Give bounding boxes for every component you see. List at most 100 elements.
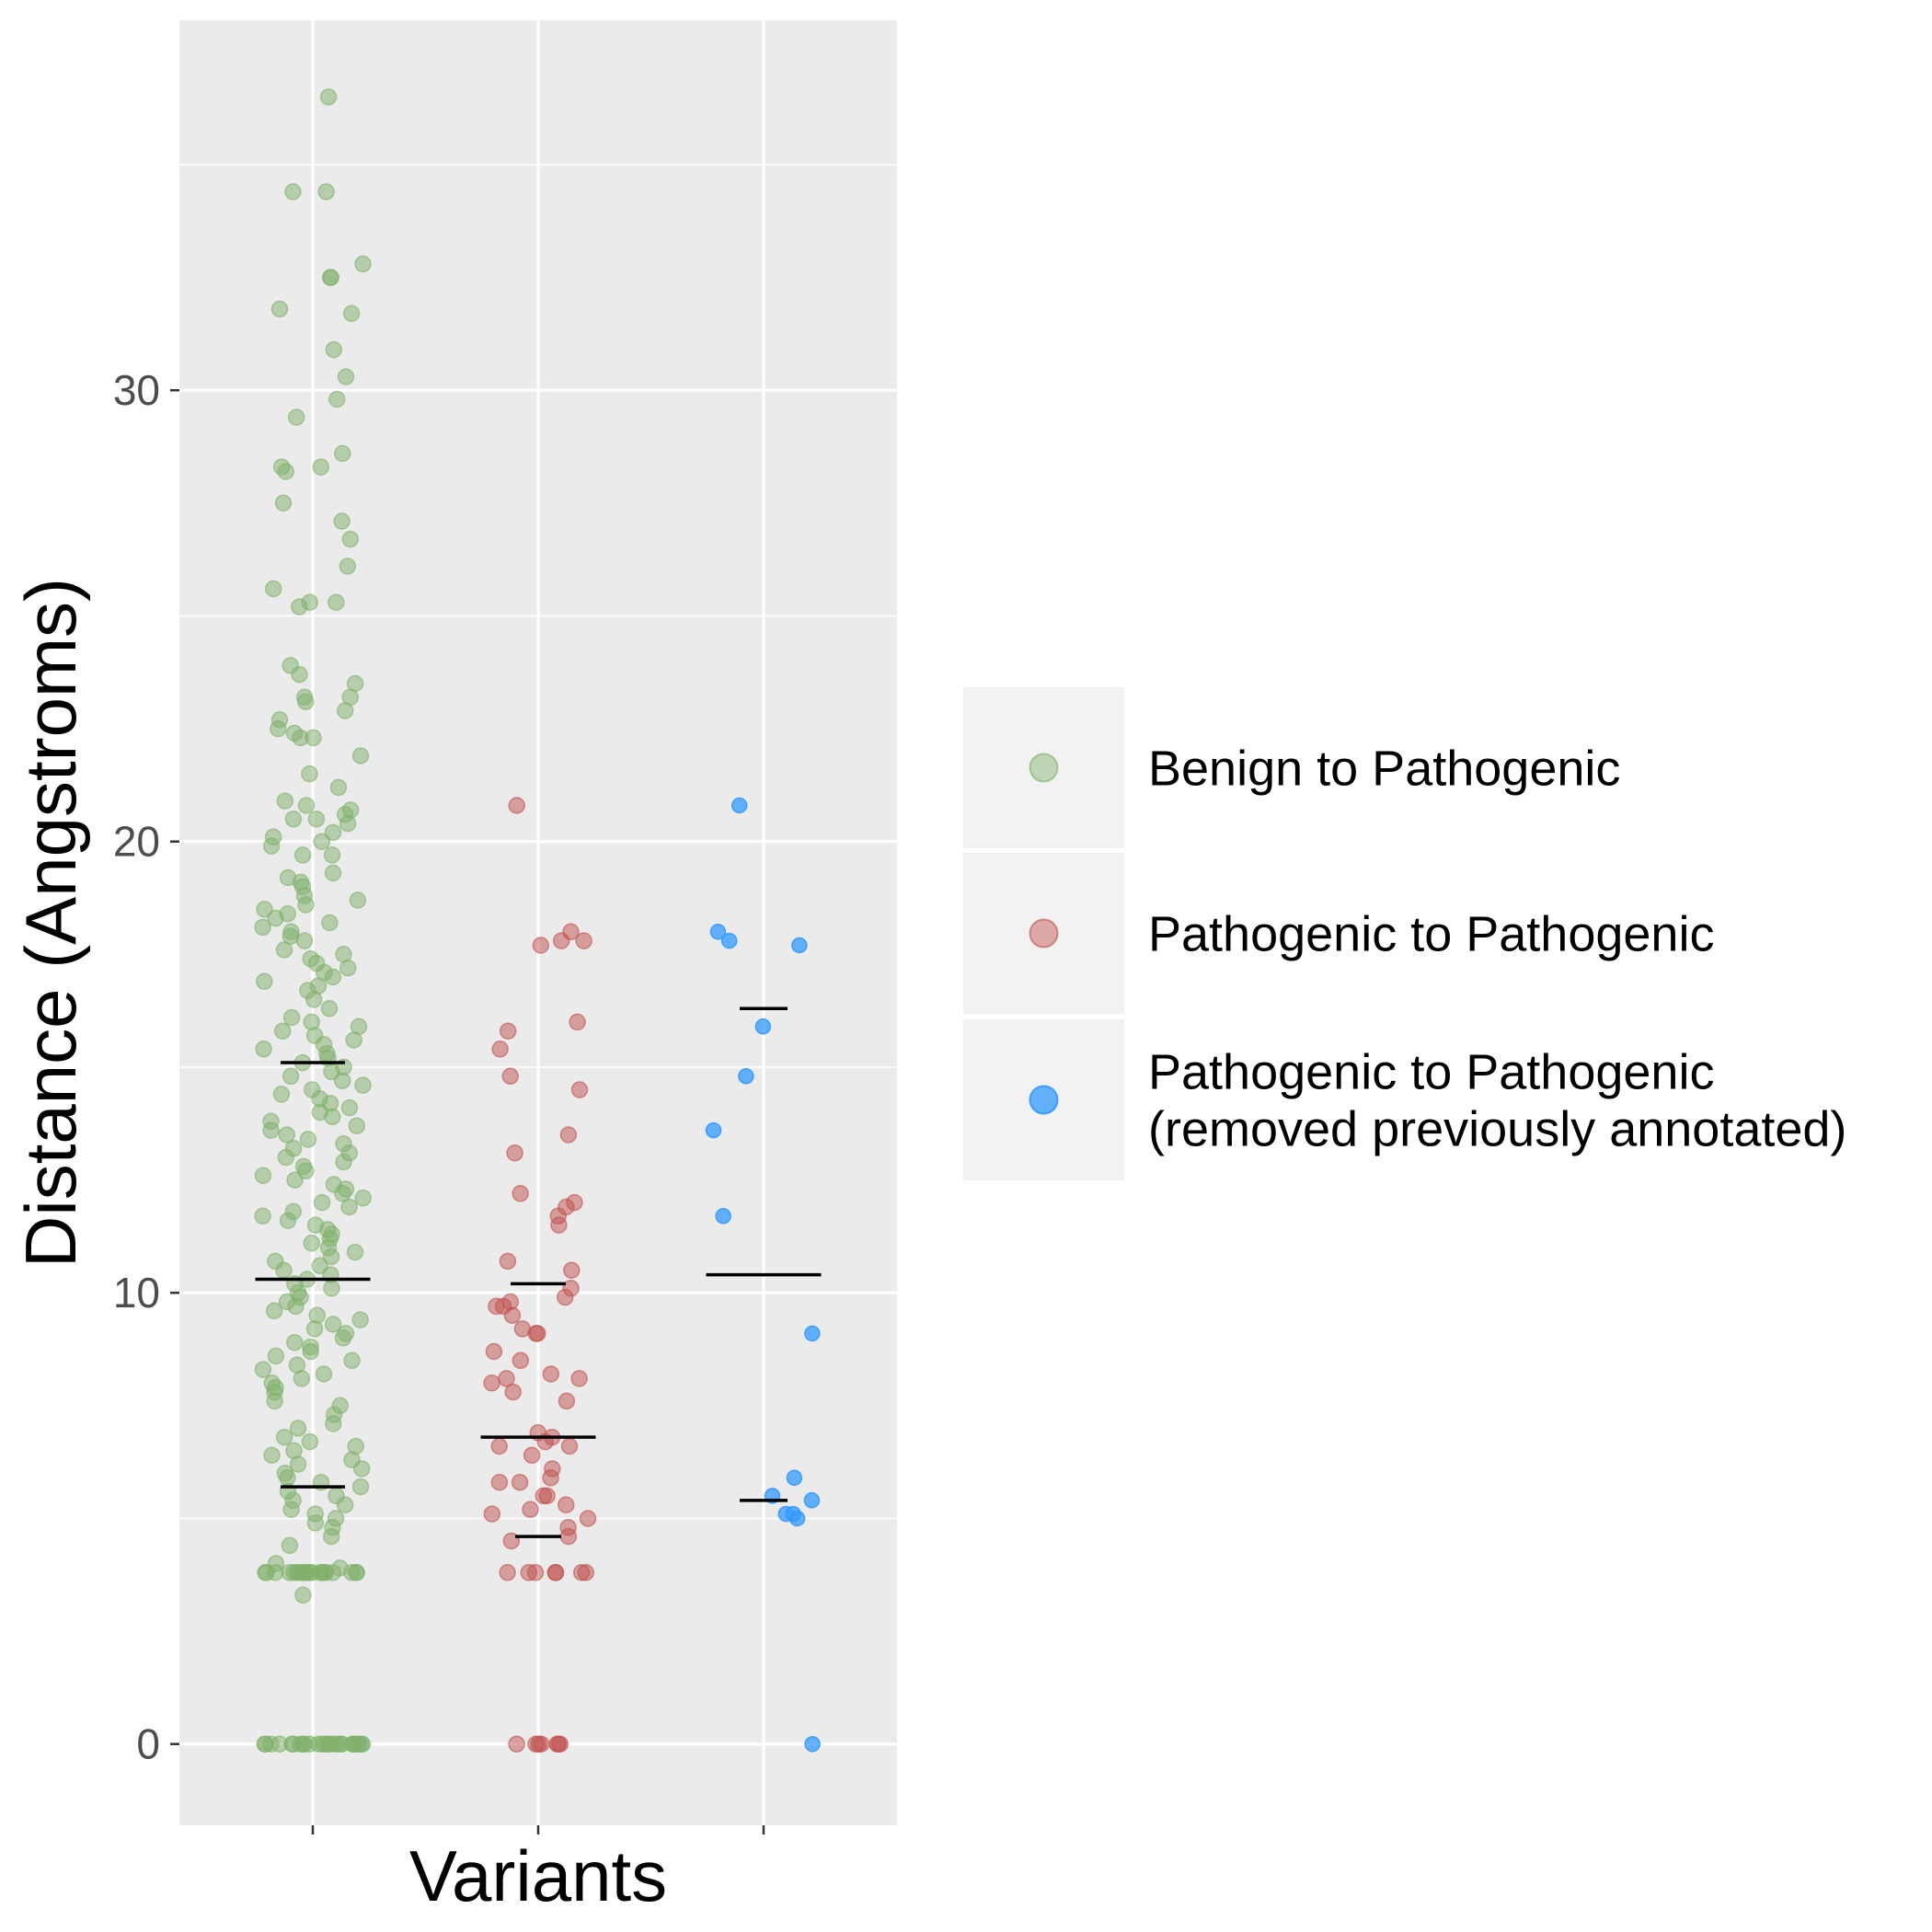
data-point <box>348 1117 366 1134</box>
data-point <box>334 1329 352 1347</box>
data-point <box>295 932 314 949</box>
data-point <box>532 937 550 954</box>
data-point <box>281 1564 298 1581</box>
data-point <box>289 1420 307 1437</box>
data-point <box>321 269 339 286</box>
data-point <box>488 1297 505 1316</box>
data-point <box>297 896 315 914</box>
data-point <box>279 1212 297 1229</box>
data-point <box>324 823 342 842</box>
data-point <box>715 1208 731 1225</box>
data-point <box>267 1347 285 1365</box>
data-point <box>282 1008 301 1027</box>
data-point <box>335 1153 352 1171</box>
data-point <box>336 1496 354 1513</box>
data-point <box>277 1148 295 1167</box>
data-point <box>301 1432 319 1451</box>
legend: Benign to Pathogenic Pathogenic to Pathog… <box>963 687 1846 1180</box>
data-point <box>579 1510 597 1527</box>
data-point <box>334 444 351 463</box>
data-point <box>804 1735 821 1753</box>
data-point <box>305 729 322 747</box>
data-point <box>345 1735 363 1753</box>
data-point <box>339 814 357 833</box>
quantile-lines <box>255 1006 822 1538</box>
data-point <box>302 1342 319 1361</box>
data-point <box>325 1415 342 1432</box>
data-point <box>306 1514 325 1532</box>
data-point <box>526 1564 545 1581</box>
data-point <box>254 918 271 937</box>
data-point <box>320 999 339 1018</box>
data-point <box>804 1325 821 1342</box>
data-point <box>254 1167 272 1184</box>
data-point <box>289 1455 307 1473</box>
data-point <box>499 1022 517 1040</box>
data-point <box>341 530 360 548</box>
data-point <box>282 1501 300 1518</box>
data-point <box>333 1072 351 1089</box>
data-point <box>490 1473 509 1491</box>
data-point <box>530 1735 547 1753</box>
y-tick-label: 30 <box>113 366 160 414</box>
data-point <box>285 1333 304 1351</box>
data-point <box>730 797 748 814</box>
data-point <box>270 719 287 738</box>
data-point <box>577 1564 595 1581</box>
data-point <box>483 1505 501 1523</box>
data-point <box>324 864 342 882</box>
data-point <box>284 1735 303 1753</box>
data-point <box>512 1185 529 1202</box>
data-point <box>301 765 318 783</box>
data-point <box>312 458 330 476</box>
data-point <box>334 1185 351 1202</box>
data-point <box>305 1320 324 1338</box>
legend-swatch <box>1029 753 1059 783</box>
data-point <box>354 1189 372 1207</box>
legend-label: Pathogenic to Pathogenic (removed previou… <box>1148 1045 1846 1157</box>
data-point <box>325 340 343 359</box>
data-point <box>501 1067 519 1086</box>
legend-key <box>963 687 1124 848</box>
data-point <box>705 1121 722 1139</box>
data-point <box>323 846 341 864</box>
data-point <box>546 1564 565 1581</box>
data-point <box>324 1316 342 1333</box>
data-point <box>352 1460 371 1478</box>
data-point <box>803 1492 821 1509</box>
data-point <box>506 1144 523 1162</box>
data-point <box>709 924 727 940</box>
data-point <box>570 1081 589 1098</box>
data-point <box>333 512 351 530</box>
data-point <box>570 1370 588 1387</box>
data-point <box>256 901 273 918</box>
data-point <box>258 1564 275 1581</box>
data-point <box>313 1193 331 1212</box>
data-point <box>276 792 294 810</box>
data-point <box>491 1041 509 1058</box>
data-point <box>738 1068 754 1085</box>
data-point <box>265 1302 283 1320</box>
data-point <box>254 1207 271 1225</box>
data-point <box>296 693 315 710</box>
data-point <box>504 1383 522 1401</box>
data-point <box>343 1564 361 1581</box>
data-point <box>788 1510 806 1527</box>
data-point <box>542 1365 560 1383</box>
data-point <box>278 1126 296 1144</box>
data-point <box>569 1013 586 1031</box>
data-point <box>264 580 282 598</box>
data-point <box>323 1108 341 1126</box>
data-point <box>317 183 335 201</box>
data-point <box>316 1564 333 1581</box>
data-point <box>263 1446 281 1465</box>
data-point <box>266 1392 283 1410</box>
data-point <box>552 932 570 949</box>
data-point <box>354 1076 372 1094</box>
data-point <box>287 408 305 426</box>
data-point <box>340 1098 359 1117</box>
data-point <box>328 593 345 611</box>
data-point <box>299 1131 317 1148</box>
data-point <box>287 1297 305 1316</box>
data-point <box>267 909 284 927</box>
